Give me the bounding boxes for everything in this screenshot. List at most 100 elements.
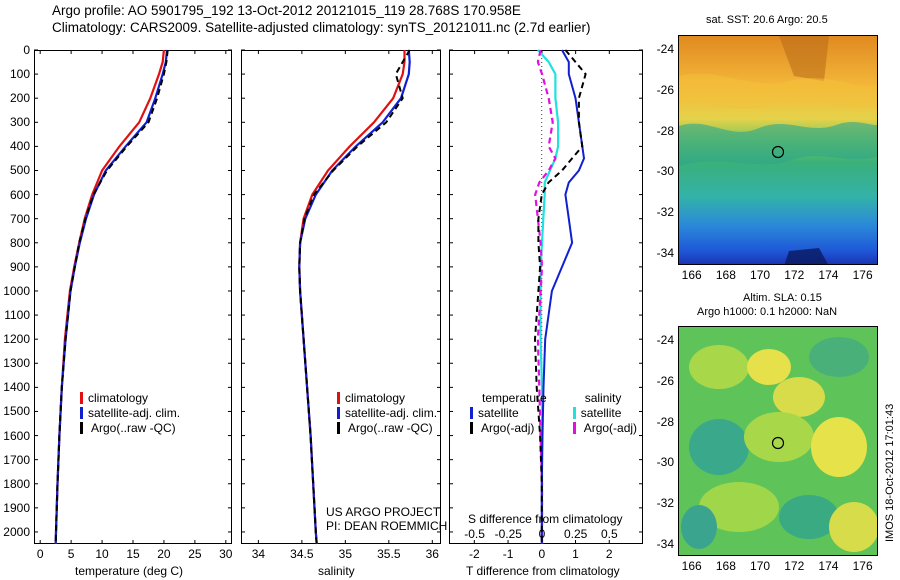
s-difference-label: S difference from climatology (468, 512, 623, 526)
x-tick-label: 0 (538, 547, 546, 561)
legend-swatch-argo-salinity (572, 422, 579, 434)
legend-argo: Argo(..raw -QC) (80, 421, 180, 436)
legend-swatch-satellite (470, 407, 473, 419)
sst-x-tick-label: 168 (715, 268, 736, 282)
legend-head-salinity: salinity (584, 391, 622, 405)
sla-x-tick-label: 166 (681, 559, 702, 573)
depth-tick-label: 700 (9, 211, 30, 226)
series-line-2 (298, 49, 411, 545)
x-tick-label: 35.5 (377, 547, 401, 561)
sst-map-image (679, 36, 877, 264)
legend-swatch-climatology (80, 392, 83, 404)
sla-x-tick-label: 176 (852, 559, 873, 573)
depth-tick-label: 1500 (3, 404, 30, 419)
legend-sal-argo: Argo(-adj) (572, 421, 637, 436)
temperature-legend: climatology satellite-adj. clim. Argo(..… (80, 391, 180, 436)
depth-tick-label: 900 (9, 259, 30, 274)
difference-panel (449, 50, 643, 544)
depth-tick-label: 0 (23, 43, 30, 57)
s-tick-label: -0.25 (494, 527, 522, 541)
series-line-0 (298, 50, 406, 545)
sst-y-tick-label: -24 (656, 42, 674, 57)
sst-map[interactable] (678, 35, 878, 265)
legend-satellite: satellite-adj. clim. (337, 406, 437, 421)
legend-swatch-sat-salinity (572, 407, 576, 419)
series-line-1 (298, 49, 411, 545)
x-tick-label: -2 (468, 547, 480, 561)
sla-map-image (679, 327, 877, 555)
legend-swatch-argo (337, 422, 343, 434)
salinity-legend: climatology satellite-adj. clim. Argo(..… (337, 391, 437, 436)
depth-tick-label: 1200 (3, 332, 30, 347)
depth-tick-label: 800 (9, 235, 30, 250)
sst-y-tick-label: -28 (656, 123, 674, 138)
depth-tick-label: 1900 (3, 500, 30, 515)
salinity-panel (241, 50, 441, 544)
depth-tick-label: 1400 (3, 380, 30, 395)
credit: US ARGO PROJECT PI: DEAN ROEMMICH (326, 505, 448, 533)
depth-tick-label: 200 (9, 91, 30, 106)
depth-tick-label: 1100 (4, 308, 30, 323)
legend-temp-argo: Argo(-adj) (470, 421, 547, 436)
s-tick-label: -0.5 (464, 527, 485, 541)
legend-swatch-satellite (80, 407, 83, 419)
difference-x-label: T difference from climatology (466, 564, 620, 578)
x-tick-label: 1 (572, 547, 579, 561)
series-line-1 (54, 49, 169, 545)
sst-x-tick-label: 166 (681, 268, 702, 282)
s-series-line-1 (534, 49, 557, 544)
sla-y-tick-label: -32 (656, 496, 674, 511)
s-tick-label: 0.25 (563, 527, 588, 541)
sla-map[interactable] (678, 326, 878, 556)
depth-tick-label: 1800 (3, 476, 30, 491)
x-tick-label: 0 (36, 547, 44, 561)
sla-x-tick-label: 174 (818, 559, 839, 573)
depth-tick-label: 1600 (3, 428, 30, 443)
x-tick-label: 20 (157, 547, 171, 561)
figure-title-line2: Climatology: CARS2009. Satellite-adjuste… (52, 20, 591, 35)
legend-swatch-climatology (337, 392, 340, 404)
legend-swatch-argo (470, 422, 476, 434)
legend-temp-satellite: satellite (470, 406, 547, 421)
x-tick-label: 36 (425, 547, 439, 561)
x-tick-label: 34 (251, 547, 266, 561)
sst-y-tick-label: -26 (656, 82, 674, 97)
legend-argo: Argo(..raw -QC) (337, 421, 437, 436)
sla-y-tick-label: -24 (656, 333, 674, 348)
legend-satellite: satellite-adj. clim. (80, 406, 180, 421)
sla-y-tick-label: -30 (656, 455, 674, 470)
x-tick-label: 34.5 (290, 547, 314, 561)
series-line-2 (54, 49, 169, 545)
x-tick-label: 35 (338, 547, 353, 561)
sst-y-tick-label: -34 (656, 245, 674, 260)
legend-sal-satellite: satellite (572, 406, 637, 421)
sla-x-tick-label: 170 (750, 559, 771, 573)
sst-x-tick-label: 176 (852, 268, 873, 282)
sst-map-title: sat. SST: 20.6 Argo: 20.5 (706, 14, 828, 26)
x-tick-label: 10 (95, 547, 109, 561)
figure-title-line1: Argo profile: AO 5901795_192 13-Oct-2012… (52, 3, 521, 18)
salinity-x-label: salinity (318, 564, 355, 578)
x-tick-label: 30 (219, 547, 233, 561)
depth-tick-label: 1300 (3, 356, 30, 371)
legend-climatology: climatology (337, 391, 437, 406)
legend-swatch-satellite (337, 407, 340, 419)
imos-stamp: IMOS 18-Oct-2012 17:01:43 (884, 403, 896, 542)
s-tick-label: 0.5 (600, 527, 618, 541)
sst-x-tick-label: 174 (818, 268, 839, 282)
sst-x-tick-label: 170 (750, 268, 771, 282)
depth-tick-label: 100 (9, 67, 30, 82)
depth-tick-label: 2000 (3, 524, 30, 539)
sla-map-title-1: Altim. SLA: 0.15 (743, 292, 822, 304)
temperature-panel (34, 50, 232, 544)
x-tick-label: 25 (188, 547, 202, 561)
x-tick-label: 5 (67, 547, 75, 561)
sla-map-title-2: Argo h1000: 0.1 h2000: NaN (697, 306, 838, 318)
x-tick-label: 2 (605, 547, 613, 561)
sla-y-tick-label: -28 (656, 414, 674, 429)
t-series-line-0 (540, 49, 586, 544)
legend-climatology: climatology (80, 391, 180, 406)
depth-tick-label: 1000 (3, 283, 30, 298)
depth-tick-label: 600 (9, 187, 30, 202)
